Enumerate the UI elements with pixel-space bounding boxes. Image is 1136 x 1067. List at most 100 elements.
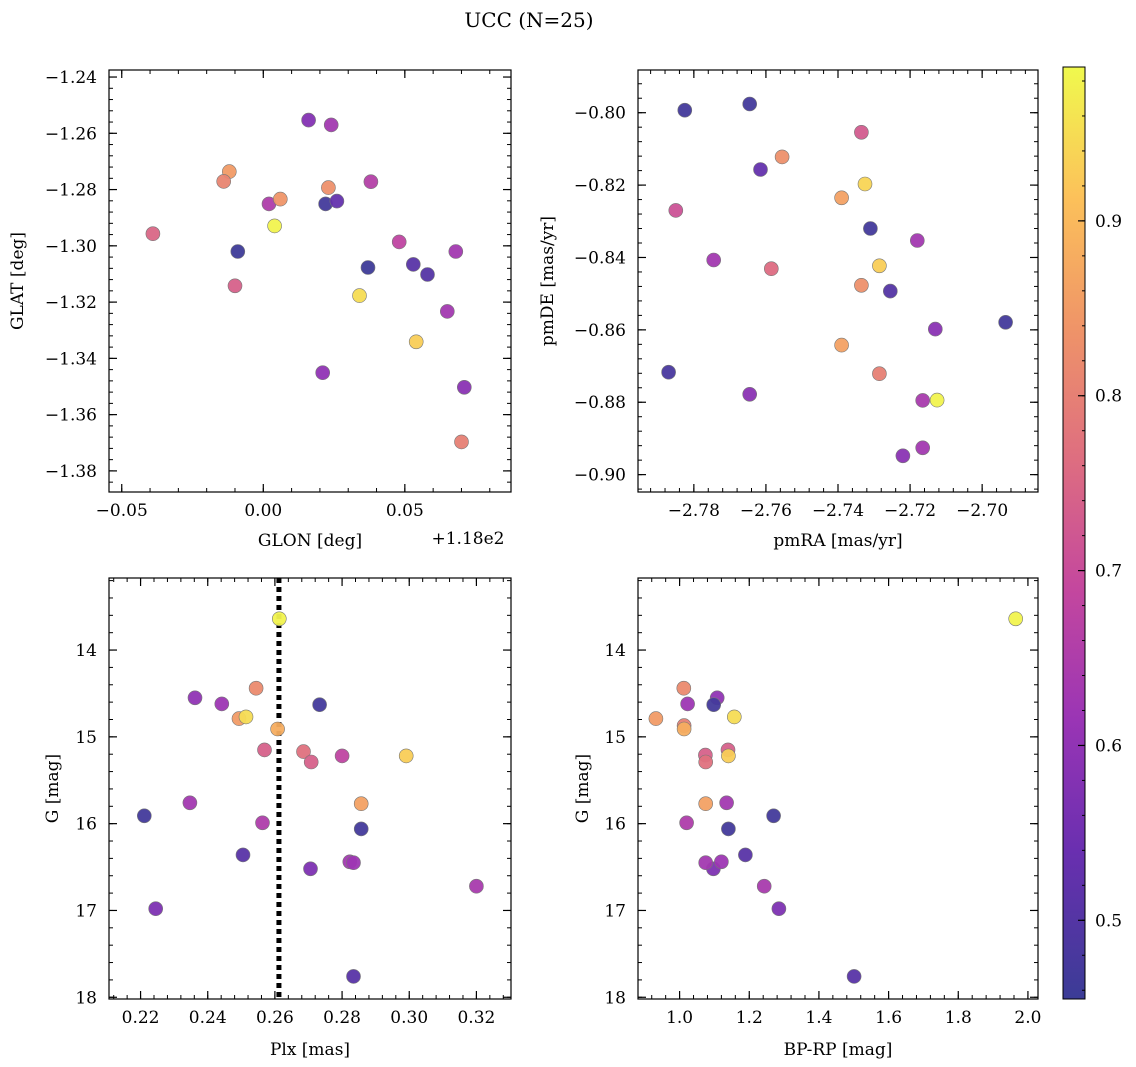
- panel-pmra-pmde: −2.78 −2.76 −2.74 −2.72 −2.70 −0.90 −0.88 −0.86…: [538, 69, 1039, 551]
- scatter-point: [296, 744, 311, 759]
- scatter-point: [998, 314, 1013, 330]
- scatter-point: [352, 288, 367, 303]
- y-tick-label: −1.24: [45, 68, 97, 88]
- scatter-point: [721, 821, 736, 837]
- scatter-point: [216, 174, 231, 189]
- scatter-point: [353, 796, 369, 812]
- panel-glon-glat: −0.05 0.00 0.05 −1.38 −1.36 −1.34 −1.32 −1.30 −1…: [8, 68, 512, 551]
- x-tick-label: 0.22: [122, 1008, 160, 1028]
- scatter-point: [301, 112, 316, 128]
- scatter-point: [698, 855, 714, 871]
- scatter-point: [726, 709, 742, 725]
- y-tick-label: 16: [604, 815, 626, 835]
- axes-frame: [108, 69, 512, 493]
- x-tick-label: 0.00: [244, 501, 282, 521]
- x-tick-label: −2.78: [668, 501, 720, 521]
- scatter-point: [439, 304, 455, 319]
- axes-frame: [637, 69, 1039, 493]
- scatter-point: [448, 244, 464, 259]
- y-tick-label: −1.34: [45, 349, 97, 369]
- scatter-point: [408, 334, 424, 350]
- scatter-point: [668, 203, 684, 218]
- scatter-point: [363, 174, 379, 189]
- scatter-point: [882, 283, 898, 299]
- x-tick-label: 1.0: [666, 1008, 693, 1028]
- panel-bprp-g: 1.0 1.2 1.4 1.6 1.8 2.0 14 15 16 17 18 BP-RP [mag] G…: [573, 577, 1041, 1060]
- scatter-point: [927, 321, 943, 337]
- y-tick-label: 18: [75, 988, 97, 1008]
- y-tick-label: −1.38: [45, 462, 97, 482]
- scatter-point: [469, 878, 484, 894]
- x-tick-label: −0.05: [96, 501, 148, 521]
- scatter-point: [714, 854, 729, 870]
- x-axis-label: Plx [mas]: [270, 1040, 350, 1060]
- y-tick-label: 16: [75, 815, 97, 835]
- x-tick-label: 1.6: [875, 1008, 902, 1028]
- x-axis-label: pmRA [mas/yr]: [773, 531, 902, 551]
- x-tick-label: 0.26: [256, 1008, 294, 1028]
- scatter-point: [706, 697, 722, 713]
- scatter-point: [698, 754, 714, 770]
- colorbar-tick-label: 0.9: [1095, 212, 1122, 232]
- scatter-point: [872, 258, 887, 274]
- x-tick-label: −2.74: [812, 501, 864, 521]
- y-tick-label: −0.90: [574, 466, 626, 486]
- scatter-point: [915, 393, 931, 408]
- scatter-point: [187, 690, 203, 706]
- colorbar-tick-label: 0.5: [1095, 911, 1122, 931]
- scatter-point: [742, 96, 758, 112]
- x-axis-label: BP-RP [mag]: [784, 1040, 893, 1060]
- scatter-point: [248, 680, 264, 696]
- scatter-point: [863, 221, 878, 236]
- scatter-point: [323, 117, 339, 133]
- scatter-point: [334, 748, 350, 764]
- x-axis-offset-label: +1.18e2: [432, 529, 505, 549]
- x-tick-label: −2.70: [956, 501, 1008, 521]
- scatter-point: [834, 190, 849, 206]
- x-tick-label: 0.24: [189, 1008, 227, 1028]
- scatter-point: [303, 861, 318, 877]
- scatter-point: [329, 193, 345, 209]
- colorbar: 0.5 0.6 0.7 0.8 0.9: [1062, 66, 1122, 1000]
- y-axis-label: pmDE [mas/yr]: [538, 216, 558, 346]
- scatter-point: [1008, 611, 1024, 627]
- scatter-point: [182, 795, 198, 811]
- x-tick-label: 0.30: [390, 1008, 428, 1028]
- scatter-point: [271, 611, 287, 627]
- x-tick-label: 1.2: [736, 1008, 763, 1028]
- scatter-point: [679, 815, 694, 831]
- scatter-point: [834, 337, 849, 353]
- y-axis-label: G [mag]: [573, 754, 593, 823]
- y-tick-label: −1.32: [45, 293, 97, 313]
- scatter-point: [346, 855, 361, 871]
- x-tick-label: 0.28: [323, 1008, 361, 1028]
- scatter-point: [872, 366, 887, 382]
- scatter-point: [456, 379, 472, 395]
- scatter-point: [420, 267, 435, 282]
- x-tick-label: −2.76: [740, 501, 792, 521]
- scatter-point: [648, 711, 664, 726]
- scatter-point: [353, 821, 369, 837]
- scatter-point: [706, 252, 722, 268]
- scatter-point: [137, 808, 152, 824]
- scatter-point: [391, 234, 407, 250]
- scatter-point: [405, 257, 421, 272]
- scatter-point: [721, 748, 736, 764]
- scatter-point: [238, 709, 254, 725]
- scatter-point: [929, 392, 945, 408]
- colorbar-tick-label: 0.6: [1095, 736, 1122, 756]
- scatter-point: [680, 696, 695, 712]
- y-tick-label: −0.80: [574, 104, 626, 124]
- scatter-point: [230, 244, 246, 259]
- scatter-point: [235, 847, 251, 863]
- scatter-point: [148, 901, 163, 917]
- y-tick-label: 15: [75, 728, 97, 748]
- figure-title: UCC (N=25): [464, 8, 593, 32]
- scatter-point: [398, 748, 414, 764]
- scatter-point: [303, 754, 319, 770]
- scatter-point: [227, 278, 243, 294]
- scatter-point: [909, 233, 925, 248]
- scatter-point: [698, 796, 714, 812]
- scatter-point: [854, 277, 869, 293]
